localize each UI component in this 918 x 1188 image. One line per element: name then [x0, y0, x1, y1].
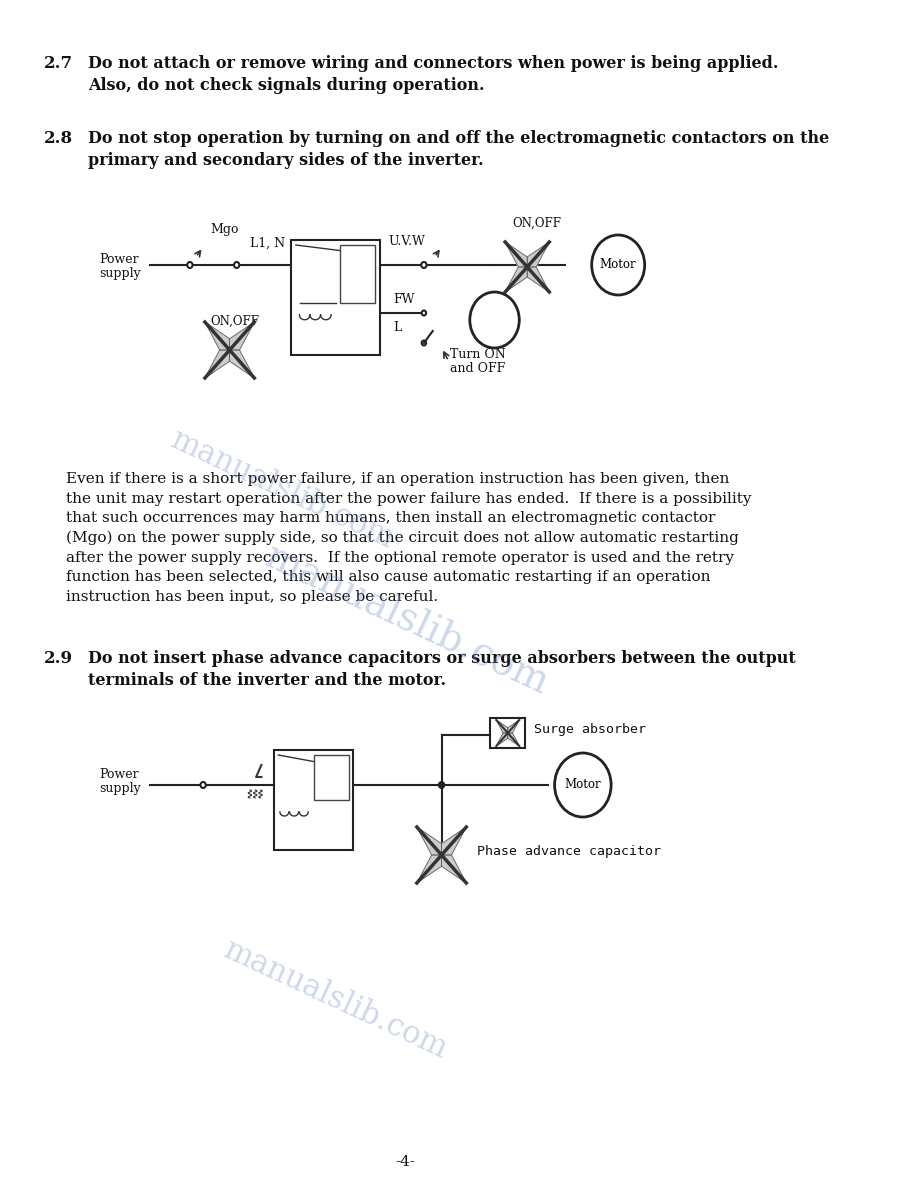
Text: manualslib.com: manualslib.com — [258, 538, 554, 702]
Polygon shape — [497, 720, 508, 733]
Text: -4-: -4- — [396, 1155, 415, 1169]
Circle shape — [187, 263, 193, 268]
Polygon shape — [505, 242, 527, 267]
Circle shape — [421, 263, 427, 268]
Circle shape — [421, 310, 426, 316]
Circle shape — [200, 782, 206, 788]
Circle shape — [470, 292, 520, 348]
Bar — [274, 750, 353, 849]
Text: ON,OFF: ON,OFF — [210, 315, 259, 328]
Polygon shape — [505, 267, 527, 292]
Text: FW: FW — [393, 293, 415, 307]
Circle shape — [592, 235, 644, 295]
Text: U.V.W: U.V.W — [388, 235, 425, 248]
Polygon shape — [417, 827, 442, 855]
Text: terminals of the inverter and the motor.: terminals of the inverter and the motor. — [88, 672, 446, 689]
Text: Power: Power — [99, 767, 139, 781]
Polygon shape — [442, 827, 466, 855]
Text: 2.8: 2.8 — [44, 129, 73, 147]
Text: Do not attach or remove wiring and connectors when power is being applied.: Do not attach or remove wiring and conne… — [88, 55, 778, 72]
Text: manualslib.com: manualslib.com — [218, 935, 453, 1066]
Bar — [314, 756, 349, 800]
Polygon shape — [508, 720, 520, 733]
Polygon shape — [230, 350, 254, 378]
Circle shape — [554, 753, 611, 817]
Text: Do not stop operation by turning on and off the electromagnetic contactors on th: Do not stop operation by turning on and … — [88, 129, 830, 147]
Text: Mgo: Mgo — [210, 223, 239, 236]
Text: L1, N: L1, N — [250, 236, 285, 249]
Text: primary and secondary sides of the inverter.: primary and secondary sides of the inver… — [88, 152, 484, 169]
Text: supply: supply — [99, 782, 140, 795]
Text: Motor: Motor — [565, 778, 601, 791]
Polygon shape — [205, 350, 230, 378]
Polygon shape — [442, 855, 466, 883]
Polygon shape — [527, 267, 549, 292]
Text: and OFF: and OFF — [451, 362, 506, 375]
Text: Even if there is a short power failure, if an operation instruction has been giv: Even if there is a short power failure, … — [66, 472, 752, 604]
Text: ON,OFF: ON,OFF — [512, 217, 561, 230]
Text: Phase advance capacitor: Phase advance capacitor — [476, 845, 661, 858]
Bar — [490, 718, 525, 748]
Circle shape — [439, 782, 444, 788]
Bar — [291, 240, 380, 355]
Text: Surge absorber: Surge absorber — [534, 723, 646, 737]
Text: 2.7: 2.7 — [44, 55, 73, 72]
Circle shape — [421, 341, 426, 346]
Text: manualslib.com: manualslib.com — [166, 424, 399, 556]
Circle shape — [234, 263, 240, 268]
Text: Motor: Motor — [599, 259, 636, 272]
Text: Power: Power — [99, 253, 139, 266]
Polygon shape — [417, 855, 442, 883]
Polygon shape — [497, 733, 508, 746]
Text: Turn ON: Turn ON — [451, 348, 506, 361]
Text: 2.9: 2.9 — [44, 650, 73, 666]
Text: Also, do not check signals during operation.: Also, do not check signals during operat… — [88, 77, 485, 94]
Polygon shape — [508, 733, 520, 746]
Polygon shape — [230, 322, 254, 350]
Polygon shape — [205, 322, 230, 350]
Text: L: L — [393, 321, 401, 334]
Text: supply: supply — [99, 267, 140, 280]
Bar — [340, 245, 375, 303]
Text: Do not insert phase advance capacitors or surge absorbers between the output: Do not insert phase advance capacitors o… — [88, 650, 796, 666]
Polygon shape — [527, 242, 549, 267]
